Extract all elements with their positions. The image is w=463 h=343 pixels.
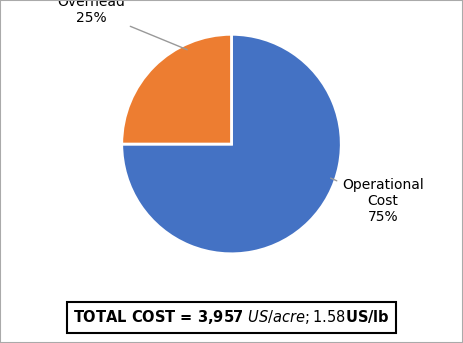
Wedge shape (122, 34, 341, 254)
Text: TOTAL COST = 3,957 $US/acre;  1.58 $US/lb: TOTAL COST = 3,957 $US/acre; 1.58 $US/lb (73, 308, 390, 326)
Text: Operational
Cost
75%: Operational Cost 75% (331, 178, 424, 224)
Wedge shape (122, 34, 232, 144)
Text: Overhead
25%: Overhead 25% (57, 0, 187, 50)
